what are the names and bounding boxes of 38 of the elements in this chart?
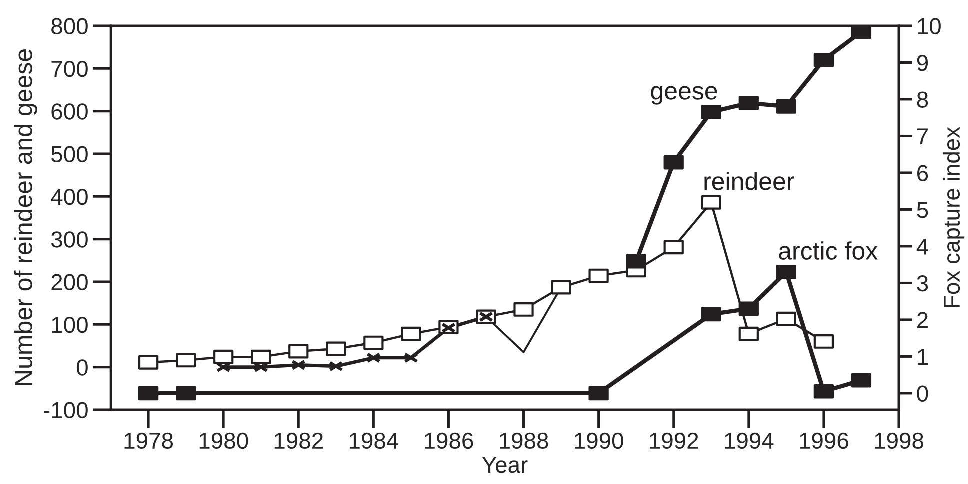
y2-tick-label: 1 bbox=[918, 349, 928, 366]
x-tick-label: 1986 bbox=[424, 432, 474, 450]
y2-tick-label: 10 bbox=[918, 18, 941, 35]
x-tick-label: 1994 bbox=[725, 432, 774, 450]
y2-tick-label: 9 bbox=[917, 55, 928, 72]
y-tick-label: 200 bbox=[52, 274, 88, 291]
y2-tick-label: 7 bbox=[918, 128, 928, 145]
x-tick-label: 1992 bbox=[650, 432, 698, 450]
y-tick-label: 0 bbox=[76, 360, 88, 376]
y-tick-label: 100 bbox=[52, 316, 88, 334]
x-tick-label: 1978 bbox=[124, 432, 174, 450]
x-axis-title: Year bbox=[482, 457, 528, 474]
x-tick-label: 1982 bbox=[274, 432, 323, 450]
y2-tick-label: 8 bbox=[917, 92, 928, 108]
y-axis-title: Number of reindeer and geese bbox=[14, 50, 38, 386]
y-tick-label: 600 bbox=[52, 104, 88, 120]
series-label: geese bbox=[651, 86, 718, 105]
x-tick-label: 1988 bbox=[500, 432, 548, 450]
y2-tick-label: 6 bbox=[918, 165, 928, 182]
y-tick-label: 500 bbox=[51, 146, 88, 163]
y-tick-label: 800 bbox=[52, 18, 88, 35]
x-tick-label: 1984 bbox=[350, 432, 398, 450]
y2-tick-label: 3 bbox=[917, 276, 928, 292]
y2-tick-label: 0 bbox=[917, 386, 928, 402]
x-tick-label: 1996 bbox=[800, 432, 848, 450]
y-tick-label: 300 bbox=[51, 232, 88, 248]
x-tick-label: 1998 bbox=[875, 432, 924, 450]
y-tick-label: 400 bbox=[51, 188, 88, 206]
x-tick-label: 1990 bbox=[575, 432, 624, 450]
x-tick-label: 1980 bbox=[200, 432, 248, 450]
series-label: arctic fox bbox=[779, 242, 878, 260]
y2-tick-label: 2 bbox=[917, 312, 928, 328]
y2-tick-label: 5 bbox=[917, 202, 928, 218]
y2-axis-title: Fox capture index bbox=[943, 127, 965, 308]
y-tick-label: -100 bbox=[44, 402, 88, 419]
series-label: reindeer bbox=[704, 172, 794, 190]
y2-tick-label: 4 bbox=[916, 239, 928, 255]
y-tick-label: 700 bbox=[52, 60, 88, 78]
